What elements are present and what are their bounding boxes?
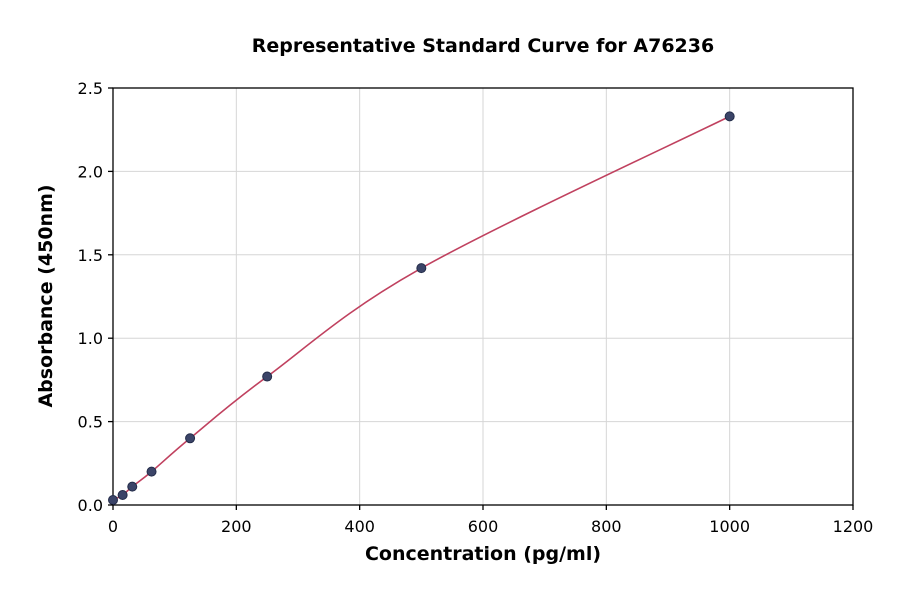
y-tick-label: 2.5 bbox=[78, 79, 103, 98]
data-point bbox=[262, 371, 273, 382]
y-tick-label: 2.0 bbox=[78, 162, 103, 181]
x-tick-label: 400 bbox=[344, 517, 375, 536]
y-tick-label: 1.5 bbox=[78, 246, 103, 265]
x-tick-label: 1200 bbox=[833, 517, 874, 536]
x-axis-label: Concentration (pg/ml) bbox=[364, 543, 602, 565]
chart-title: Representative Standard Curve for A76236 bbox=[251, 35, 715, 57]
x-tick-label: 600 bbox=[468, 517, 499, 536]
x-tick-label: 800 bbox=[591, 517, 622, 536]
x-tick-label: 0 bbox=[108, 517, 118, 536]
data-point bbox=[127, 481, 138, 492]
y-tick-label: 0.5 bbox=[78, 413, 103, 432]
data-point bbox=[724, 111, 735, 122]
standard-curve-line bbox=[112, 115, 731, 501]
y-axis-label: Absorbance (450nm) bbox=[35, 184, 57, 408]
data-point bbox=[117, 489, 128, 500]
y-tick-label: 1.0 bbox=[78, 329, 103, 348]
data-point bbox=[108, 495, 118, 505]
y-tick-label: 0.0 bbox=[78, 496, 103, 515]
x-tick-label: 200 bbox=[221, 517, 252, 536]
data-point bbox=[416, 263, 427, 274]
x-tick-label: 1000 bbox=[709, 517, 750, 536]
data-point bbox=[146, 466, 157, 477]
data-point bbox=[185, 433, 196, 444]
